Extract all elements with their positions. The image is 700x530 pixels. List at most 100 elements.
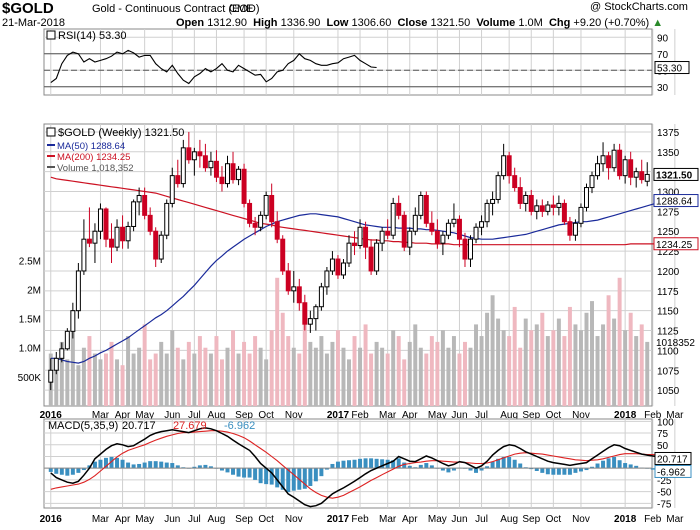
volume-bar <box>81 347 86 406</box>
volume-bar <box>623 330 628 406</box>
volume-bar <box>385 353 390 406</box>
candle-body <box>225 163 230 185</box>
candle <box>517 177 523 209</box>
candle <box>340 259 346 279</box>
macd-histogram-bar <box>81 468 86 471</box>
macd-histogram-bar <box>142 462 147 469</box>
macd-histogram-bar <box>54 468 59 474</box>
macd-histogram-bar <box>192 466 197 469</box>
volume-bar <box>407 341 412 406</box>
candle <box>512 167 518 192</box>
macd-histogram-bar <box>446 468 451 473</box>
price-tick-label: 1100 <box>657 346 679 357</box>
volume-bar <box>606 295 611 406</box>
volume-bar <box>148 359 153 406</box>
price-tick-label: 1150 <box>657 307 679 318</box>
candle-body <box>329 258 335 272</box>
macd-tick-label: -50 <box>657 488 672 499</box>
volume-bar <box>468 347 473 406</box>
candle <box>622 155 628 184</box>
candle-body <box>346 242 352 264</box>
macd-histogram-bar <box>308 468 313 486</box>
candle <box>539 199 545 217</box>
candle-body <box>175 175 181 185</box>
macd-histogram-bar <box>479 468 484 471</box>
high-label: High <box>253 17 278 29</box>
close-label: Close <box>397 17 428 29</box>
candle-body <box>318 286 324 308</box>
candle-body <box>59 348 65 359</box>
rsi-tick-label: 70 <box>657 50 669 61</box>
candle <box>81 219 87 275</box>
volume-bar <box>104 353 108 406</box>
price-tick-label: 1200 <box>657 267 680 278</box>
macd-histogram-bar <box>48 468 53 472</box>
candle-body <box>109 238 115 248</box>
price-tick-label: 1375 <box>657 128 680 139</box>
candle-body <box>451 218 457 224</box>
candle-body <box>357 226 363 247</box>
macd-histogram-bar <box>584 468 589 471</box>
macd-line <box>50 427 670 508</box>
candle-body <box>583 187 589 208</box>
candle <box>434 219 440 249</box>
macd-histogram-bar <box>164 462 169 469</box>
volume-bar <box>231 330 236 406</box>
candle-body <box>479 221 485 228</box>
volume-bar <box>634 336 639 406</box>
volume-bar <box>645 341 650 406</box>
volume-bar <box>501 330 506 406</box>
macd-x-label: Nov <box>572 514 590 525</box>
candle <box>506 151 512 184</box>
candle <box>70 302 76 339</box>
candle-body <box>230 163 236 181</box>
macd-histogram-bar <box>485 466 490 469</box>
candle-body <box>236 168 242 181</box>
candle-body <box>125 225 131 242</box>
macd-histogram-bar <box>369 458 374 469</box>
macd-histogram-bar <box>115 457 120 469</box>
volume-bar <box>214 336 219 406</box>
candle <box>423 191 429 228</box>
candle-body <box>418 194 424 216</box>
candle <box>346 235 352 267</box>
macd-histogram-bar <box>341 460 346 469</box>
macd-x-label: Mar <box>379 514 397 525</box>
candle-body <box>70 310 76 332</box>
macd-legend-value: -6.962 <box>224 420 255 432</box>
macd-histogram-bar <box>286 468 291 493</box>
volume-bar <box>590 301 594 406</box>
candle-body <box>352 242 358 247</box>
price-x-label: 2017 <box>327 410 350 421</box>
price-x-label: Nov <box>572 410 590 421</box>
volume-bar <box>529 330 534 406</box>
candle-body <box>307 318 313 325</box>
price-x-label: Jun <box>164 410 180 421</box>
volume-bar <box>612 318 617 406</box>
volume-bar <box>556 318 561 406</box>
chg-value: +9.20 (+0.70%) <box>573 17 650 29</box>
candle-body <box>401 214 407 248</box>
volume-bar <box>159 341 164 406</box>
macd-x-label: Aug <box>500 514 518 525</box>
macd-histogram-bar <box>562 468 567 475</box>
volume-bar <box>186 341 191 406</box>
candle <box>550 195 556 216</box>
candle <box>252 216 258 236</box>
volume-bar <box>617 277 622 406</box>
candle-body <box>523 194 529 204</box>
volume-bar <box>507 336 512 406</box>
macd-tick-label: -25 <box>657 476 672 487</box>
macd-tick-label: 75 <box>657 429 669 440</box>
candle-body <box>445 222 451 236</box>
candle <box>407 227 413 256</box>
candle-body <box>539 205 545 212</box>
price-x-label: Mar <box>666 410 684 421</box>
candle <box>363 221 369 260</box>
candle-body <box>429 222 435 232</box>
candle <box>236 166 242 186</box>
last-ma50-label: 1288.64 <box>656 197 693 208</box>
macd-histogram-bar <box>595 463 600 469</box>
volume-bar <box>358 347 363 406</box>
candle <box>462 232 468 267</box>
